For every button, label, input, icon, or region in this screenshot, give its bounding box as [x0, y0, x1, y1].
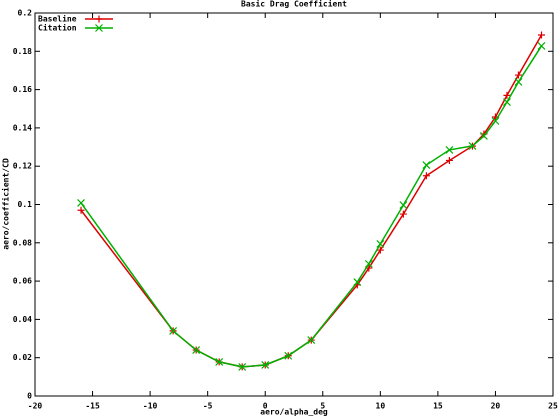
- x-tick-label: 20: [491, 402, 501, 411]
- x-tick-label: -15: [85, 402, 100, 411]
- legend-label: Citation: [38, 23, 77, 33]
- data-point: [169, 326, 178, 335]
- data-point: [77, 199, 85, 207]
- legend-marker: [95, 24, 103, 32]
- data-point: [307, 336, 316, 345]
- y-tick-label: 0.1: [18, 200, 33, 209]
- series-line: [80, 45, 543, 368]
- y-tick-label: 0.12: [13, 162, 32, 171]
- data-point: [376, 246, 384, 254]
- data-point: [503, 91, 511, 99]
- data-point: [422, 172, 430, 180]
- y-tick-label: 0: [27, 392, 32, 401]
- y-tick-label: 0.14: [13, 123, 32, 132]
- y-tick-label: 0.16: [13, 85, 32, 94]
- data-point: [537, 31, 545, 39]
- legend-marker: [95, 15, 103, 23]
- data-point: [77, 206, 85, 214]
- data-point: [261, 361, 270, 369]
- data-point: [514, 78, 523, 86]
- data-point: [491, 117, 500, 125]
- y-tick-label: 0.06: [13, 277, 32, 286]
- y-tick-label: 0.02: [13, 353, 32, 362]
- y-axis-label: aero/coefficient/CD: [1, 158, 11, 250]
- data-point: [284, 351, 293, 360]
- data-point: [480, 132, 488, 140]
- data-point: [468, 141, 477, 150]
- data-point: [445, 156, 453, 164]
- legend-label: Baseline: [38, 14, 77, 24]
- data-point: [238, 362, 247, 371]
- chart-title: Basic Drag Coefficient: [241, 0, 347, 9]
- x-tick-label: -10: [143, 402, 158, 411]
- data-point: [353, 278, 362, 286]
- data-point: [215, 357, 224, 366]
- x-tick-label: 5: [320, 402, 325, 411]
- x-tick-label: -5: [203, 402, 213, 411]
- data-point: [192, 346, 201, 354]
- data-point: [445, 145, 454, 154]
- data-point: [399, 210, 407, 218]
- x-tick-label: -20: [28, 402, 43, 411]
- y-tick-label: 0.04: [13, 315, 32, 324]
- y-tick-label: 0.18: [13, 47, 32, 56]
- data-point: [364, 259, 373, 268]
- x-tick-label: 10: [376, 402, 386, 411]
- plot-border: [34, 12, 554, 397]
- data-point: [514, 71, 522, 79]
- data-point: [537, 42, 546, 50]
- x-tick-label: 15: [433, 402, 443, 411]
- data-point: [422, 161, 431, 169]
- data-point: [503, 98, 511, 106]
- data-point: [376, 240, 385, 248]
- y-tick-label: 0.2: [18, 9, 33, 18]
- y-tick-label: 0.08: [13, 238, 32, 247]
- x-tick-label: 0: [263, 402, 268, 411]
- data-point: [399, 201, 408, 209]
- x-tick-label: 25: [548, 402, 558, 411]
- x-axis-label: aero/alpha_deg: [260, 408, 328, 416]
- series-line: [80, 34, 543, 368]
